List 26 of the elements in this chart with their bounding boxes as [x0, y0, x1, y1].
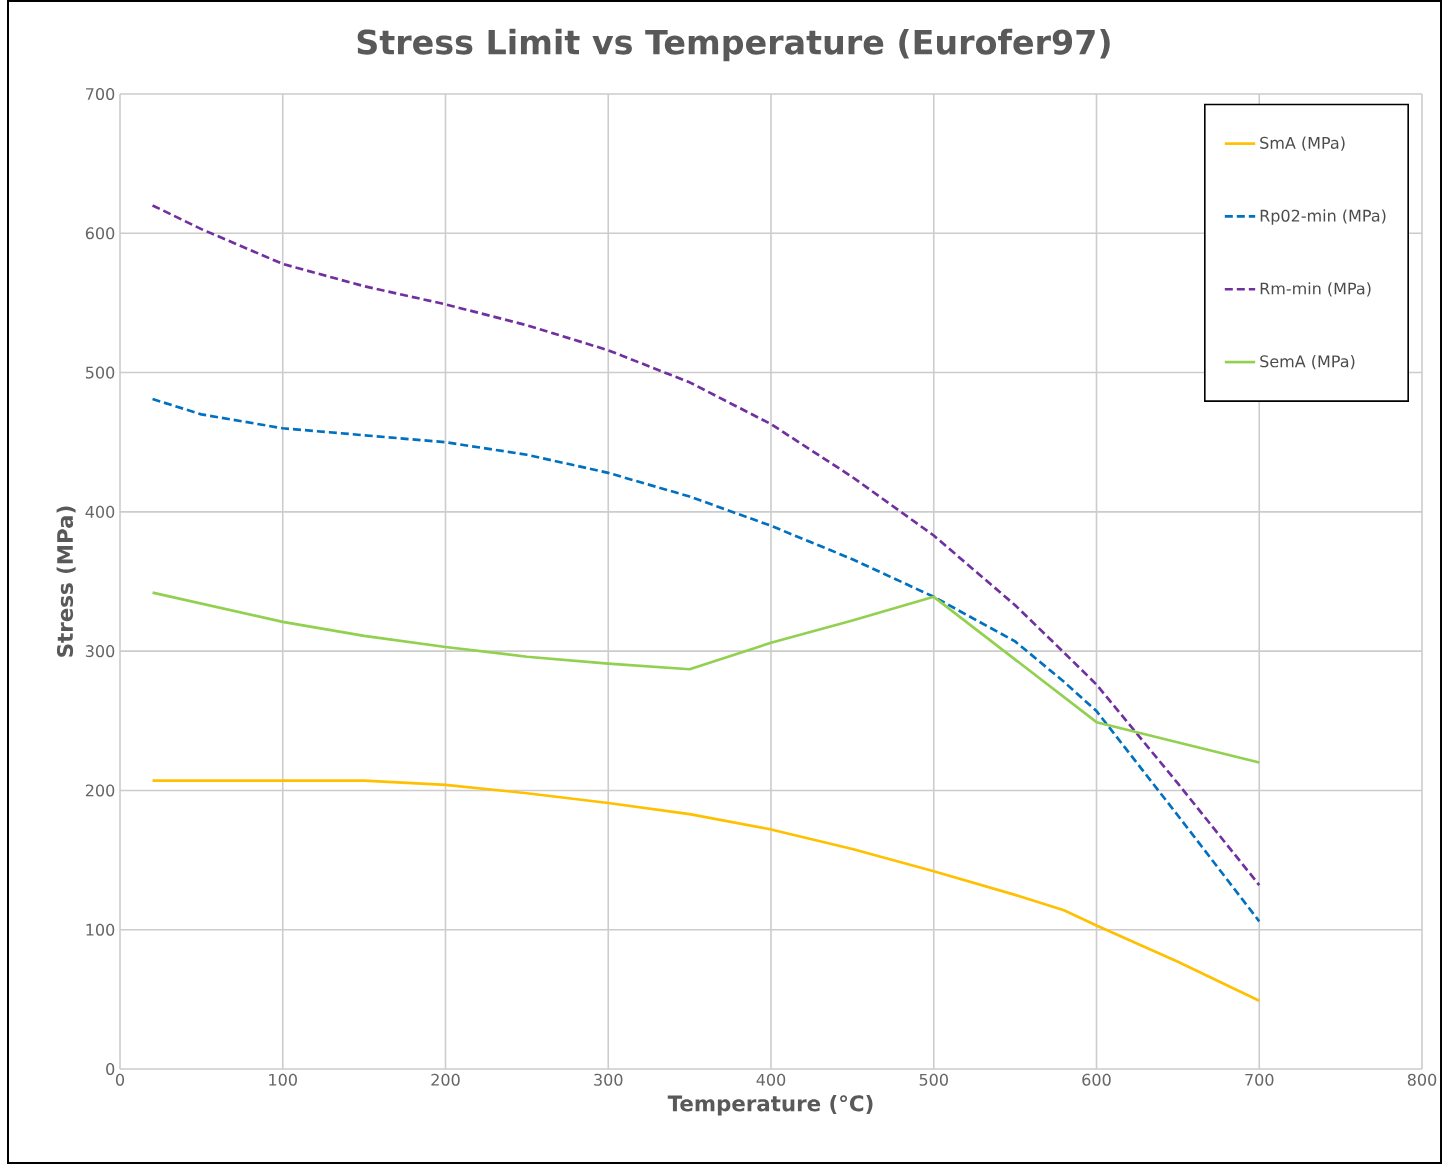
x-tick-label: 200	[431, 1073, 460, 1086]
x-tick-label: 800	[1407, 1073, 1437, 1086]
x-tick-label: 100	[269, 1073, 297, 1086]
legend-label: SmA (MPa)	[1260, 136, 1345, 151]
line-series	[151, 204, 1261, 887]
x-tick-label: 600	[1082, 1073, 1111, 1086]
x-tick-label: 0	[115, 1073, 125, 1086]
line-series	[151, 591, 1261, 764]
x-axis-title: Temperature (°C)	[667, 1094, 873, 1116]
y-axis-title: Stress (MPa)	[56, 506, 76, 657]
y-tick-label: 0	[106, 1062, 115, 1076]
x-tick-label: 300	[594, 1073, 623, 1086]
y-tick-label: 700	[86, 87, 115, 101]
y-tick-label: 400	[85, 505, 115, 518]
y-tick-label: 600	[85, 227, 115, 240]
legend-label: SemA (MPa)	[1260, 355, 1355, 370]
y-tick-label: 500	[85, 366, 115, 379]
x-tick-label: 500	[919, 1073, 948, 1086]
legend-label: Rm-min (MPa)	[1260, 282, 1371, 297]
chart-title: Stress Limit vs Temperature (Eurofer97)	[357, 28, 1110, 62]
x-tick-label: 700	[1245, 1073, 1274, 1086]
y-tick-label: 100	[86, 923, 115, 936]
y-tick-label: 300	[85, 645, 115, 658]
y-tick-label: 200	[85, 784, 115, 797]
legend-label: Rp02-min (MPa)	[1260, 209, 1386, 225]
x-tick-label: 400	[756, 1073, 786, 1086]
